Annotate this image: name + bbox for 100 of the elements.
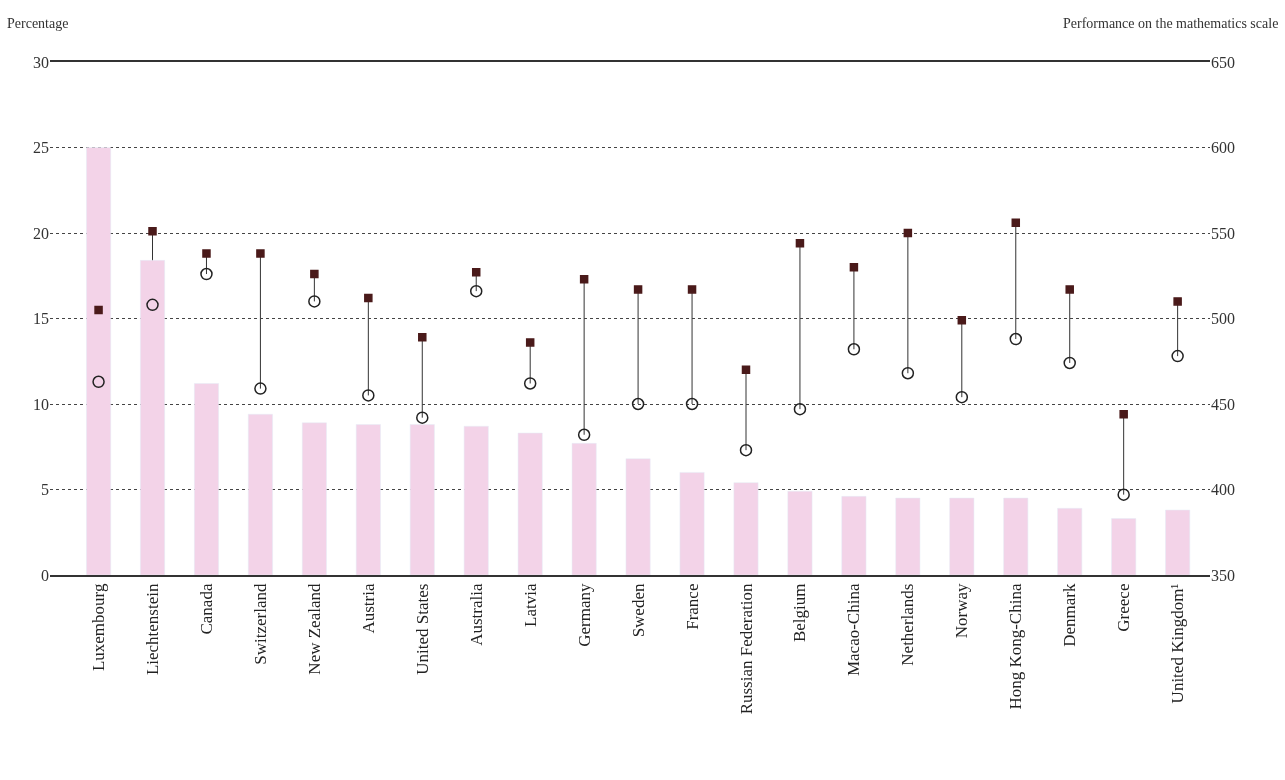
bar [355,424,381,575]
bar [571,443,597,575]
y-tick-label: 30 [33,53,49,71]
point [1063,356,1076,370]
y2-tick-label: 400 [1211,481,1235,499]
point [741,365,751,375]
x-tick-label: Netherlands [898,583,918,666]
bar [1003,497,1029,575]
x-tick-label: Austria [358,583,378,634]
point [469,284,483,298]
point [94,305,103,315]
point [1011,218,1021,227]
y2-tick-label: 350 [1211,566,1235,584]
point [362,389,375,402]
bar [409,424,435,575]
point [146,298,159,312]
x-tick-label: Belgium [790,583,810,643]
x-tick-label: Norway [952,583,972,639]
y-tick-label: 5 [41,481,49,499]
point [92,375,105,389]
x-tick-label: Liechtenstein [143,583,163,676]
y-tick-label: 25 [33,139,49,157]
x-tick-label: Australia [466,583,486,646]
point [310,269,319,279]
bar [625,458,651,575]
x-tick-label: Russian Federation [736,583,756,715]
bar [733,482,759,575]
y2-tick-label: 500 [1211,310,1235,328]
y2-tick-label: 650 [1211,53,1235,71]
bar [679,472,705,575]
y2-tick-label: 450 [1211,395,1235,413]
point [254,382,267,395]
x-tick-label: Latvia [520,583,540,627]
point [579,274,589,284]
bar [1165,509,1191,575]
point [793,402,807,416]
x-tick-label: Macao-China [844,583,864,677]
x-tick-label: Greece [1114,583,1134,632]
point [795,239,805,248]
point [525,338,535,347]
x-tick-label: Luxembourg [89,583,109,672]
bar [841,496,867,575]
x-tick-label: Germany [574,583,594,647]
point [903,228,913,238]
bar [895,497,921,575]
x-tick-label: Switzerland [250,583,270,665]
point [1117,488,1130,501]
bar [1111,518,1137,575]
point [957,315,967,325]
point [631,397,645,411]
y-tick-label: 0 [41,566,49,584]
bar [517,432,543,575]
y-tick-label: 10 [33,395,49,413]
x-tick-label: New Zealand [304,583,324,675]
point [523,377,537,390]
point [148,227,157,236]
point [416,411,429,424]
x-tick-label: France [682,583,702,630]
point [471,268,481,277]
x-tick-label: United States [412,583,432,675]
point [1065,285,1074,294]
point [256,249,265,258]
point [364,293,373,303]
x-tick-label: Sweden [628,583,648,638]
bar [140,260,165,575]
x-tick-label: Canada [196,583,216,635]
point [687,285,697,294]
point [955,390,969,404]
y-tick-label: 15 [33,310,49,328]
point [1009,332,1023,346]
y-tick-label: 20 [33,224,49,242]
bar [1057,508,1083,575]
x-tick-label: United Kingdom¹ [1168,583,1188,704]
point [308,295,321,308]
y2-tick-label: 600 [1211,139,1235,157]
point [1173,297,1182,306]
point [739,443,753,457]
point [847,343,861,356]
point [901,366,915,380]
y2-tick-label: 550 [1211,224,1235,242]
point [1119,410,1128,419]
point [418,333,427,342]
bar [248,414,273,575]
point [200,267,213,281]
bar [949,497,975,575]
y2-axis-title: Performance on the mathematics scale [1063,16,1279,31]
x-tick-label: Denmark [1060,583,1080,647]
bar [86,147,111,575]
point [633,285,643,294]
bar [787,490,813,575]
bar [194,383,219,575]
point [685,397,699,411]
y-axis-title: Percentage [7,16,69,31]
point [1171,349,1184,363]
point [849,262,859,272]
bar [463,425,489,575]
x-tick-label: Hong Kong-China [1006,583,1026,710]
bar [301,422,327,575]
point [202,249,211,258]
point [577,428,591,442]
